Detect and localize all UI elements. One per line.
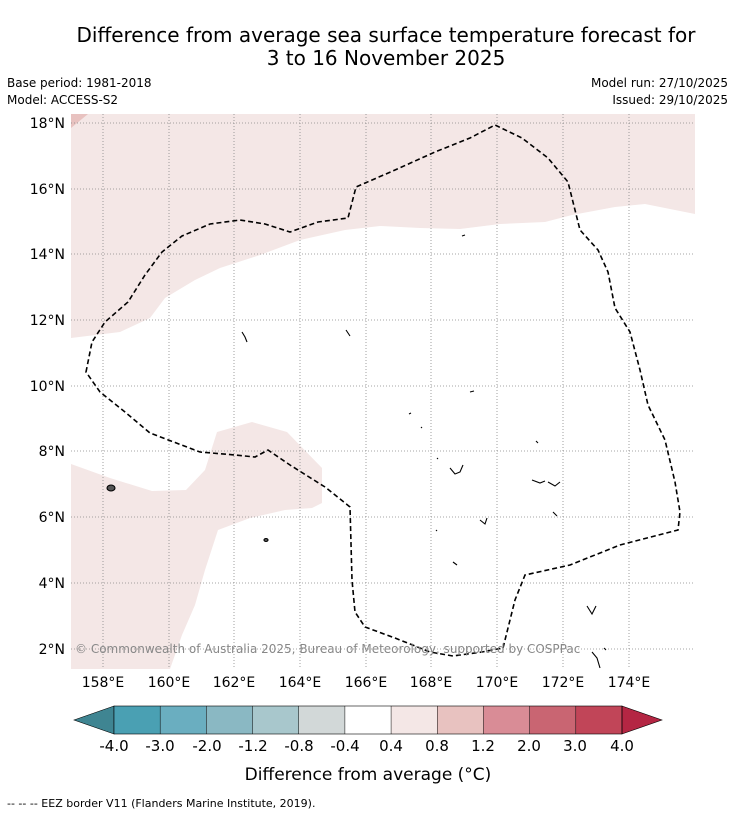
model-run: Model run: 27/10/2025: [590, 76, 728, 90]
lat-label: 12°N: [30, 313, 65, 329]
lon-label: 166°E: [345, 675, 388, 691]
atoll: [345, 329, 351, 337]
title-line-2: 3 to 16 November 2025: [266, 46, 506, 70]
colorbar-segment: [344, 706, 392, 734]
lat-label: 18°N: [30, 116, 65, 132]
colorbar-segment: [483, 706, 530, 734]
longitude-labels: 158°E 160°E 162°E 164°E 166°E 168°E 170°…: [82, 675, 651, 691]
colorbar-label: 0.8: [425, 737, 449, 755]
colorbar-label: 1.2: [471, 737, 495, 755]
lon-label: 164°E: [279, 675, 322, 691]
colorbar-label: 0.4: [379, 737, 403, 755]
issued-date: Issued: 29/10/2025: [612, 93, 728, 107]
title-line-1: Difference from average sea surface temp…: [76, 23, 696, 47]
warm-anomaly-corner: [71, 114, 88, 128]
lat-label: 4°N: [39, 576, 65, 592]
colorbar: [73, 705, 663, 735]
atoll: [408, 390, 539, 460]
colorbar-label: -2.0: [192, 737, 221, 755]
lat-label: 10°N: [30, 379, 65, 395]
lon-label: 160°E: [148, 675, 191, 691]
atoll: [531, 479, 546, 484]
warm-anomaly-southwest: [71, 422, 322, 669]
colorbar-label: -0.4: [330, 737, 359, 755]
lon-label: 174°E: [608, 675, 651, 691]
atoll: [547, 481, 561, 487]
warm-anomaly-north: [71, 114, 695, 338]
lon-label: 168°E: [410, 675, 453, 691]
atoll: [603, 647, 607, 651]
lat-label: 2°N: [39, 642, 65, 658]
colorbar-label: -0.8: [284, 737, 313, 755]
lon-label: 162°E: [213, 675, 256, 691]
eez-border: [85, 124, 681, 657]
colorbar-label: 3.0: [563, 737, 587, 755]
colorbar-label: -1.2: [238, 737, 267, 755]
colorbar-frame: [113, 705, 623, 735]
graticule: [71, 114, 695, 669]
atoll: [241, 331, 248, 343]
lon-label: 172°E: [542, 675, 585, 691]
colorbar-segment: [114, 706, 161, 734]
atoll: [435, 529, 438, 532]
colorbar-label: 2.0: [517, 737, 541, 755]
lon-label: 158°E: [82, 675, 125, 691]
islands: [106, 234, 607, 669]
atoll: [461, 234, 466, 237]
island: [106, 484, 116, 492]
colorbar-extend-low: [73, 705, 115, 735]
base-period: Base period: 1981-2018: [7, 76, 152, 90]
lon-label: 170°E: [476, 675, 519, 691]
lat-label: 8°N: [39, 444, 65, 460]
colorbar-segment: [575, 706, 622, 734]
colorbar-label: -3.0: [145, 737, 174, 755]
island: [263, 537, 269, 543]
colorbar-segment: [391, 706, 438, 734]
latitude-labels: 18°N 16°N 14°N 12°N 10°N 8°N 6°N 4°N 2°N: [30, 116, 65, 658]
colorbar-segment: [437, 706, 484, 734]
colorbar-segment: [298, 706, 345, 734]
atoll: [591, 651, 601, 669]
colorbar-segment: [529, 706, 576, 734]
colorbar-label: -4.0: [99, 737, 128, 755]
atoll: [449, 464, 464, 475]
atoll: [452, 561, 458, 566]
copyright-note: © Commonwealth of Australia 2025, Bureau…: [75, 642, 580, 656]
colorbar-label: 4.0: [610, 737, 634, 755]
lat-label: 14°N: [30, 247, 65, 263]
colorbar-segment: [252, 706, 299, 734]
lat-label: 6°N: [39, 510, 65, 526]
colorbar-segment: [160, 706, 207, 734]
model-name: Model: ACCESS-S2: [7, 93, 119, 107]
anomaly-regions: [71, 114, 695, 669]
lat-label: 16°N: [30, 182, 65, 198]
atoll: [552, 511, 558, 517]
colorbar-segment: [206, 706, 253, 734]
atoll: [479, 517, 488, 525]
eez-legend: -- -- -- EEZ border V11 (Flanders Marine…: [7, 797, 316, 810]
colorbar-extend-high: [621, 705, 663, 735]
colorbar-title: Difference from average (°C): [245, 765, 492, 785]
colorbar-labels: -4.0 -3.0 -2.0 -1.2 -0.8 -0.4 0.4 0.8 1.…: [99, 737, 634, 755]
atoll: [586, 605, 597, 616]
